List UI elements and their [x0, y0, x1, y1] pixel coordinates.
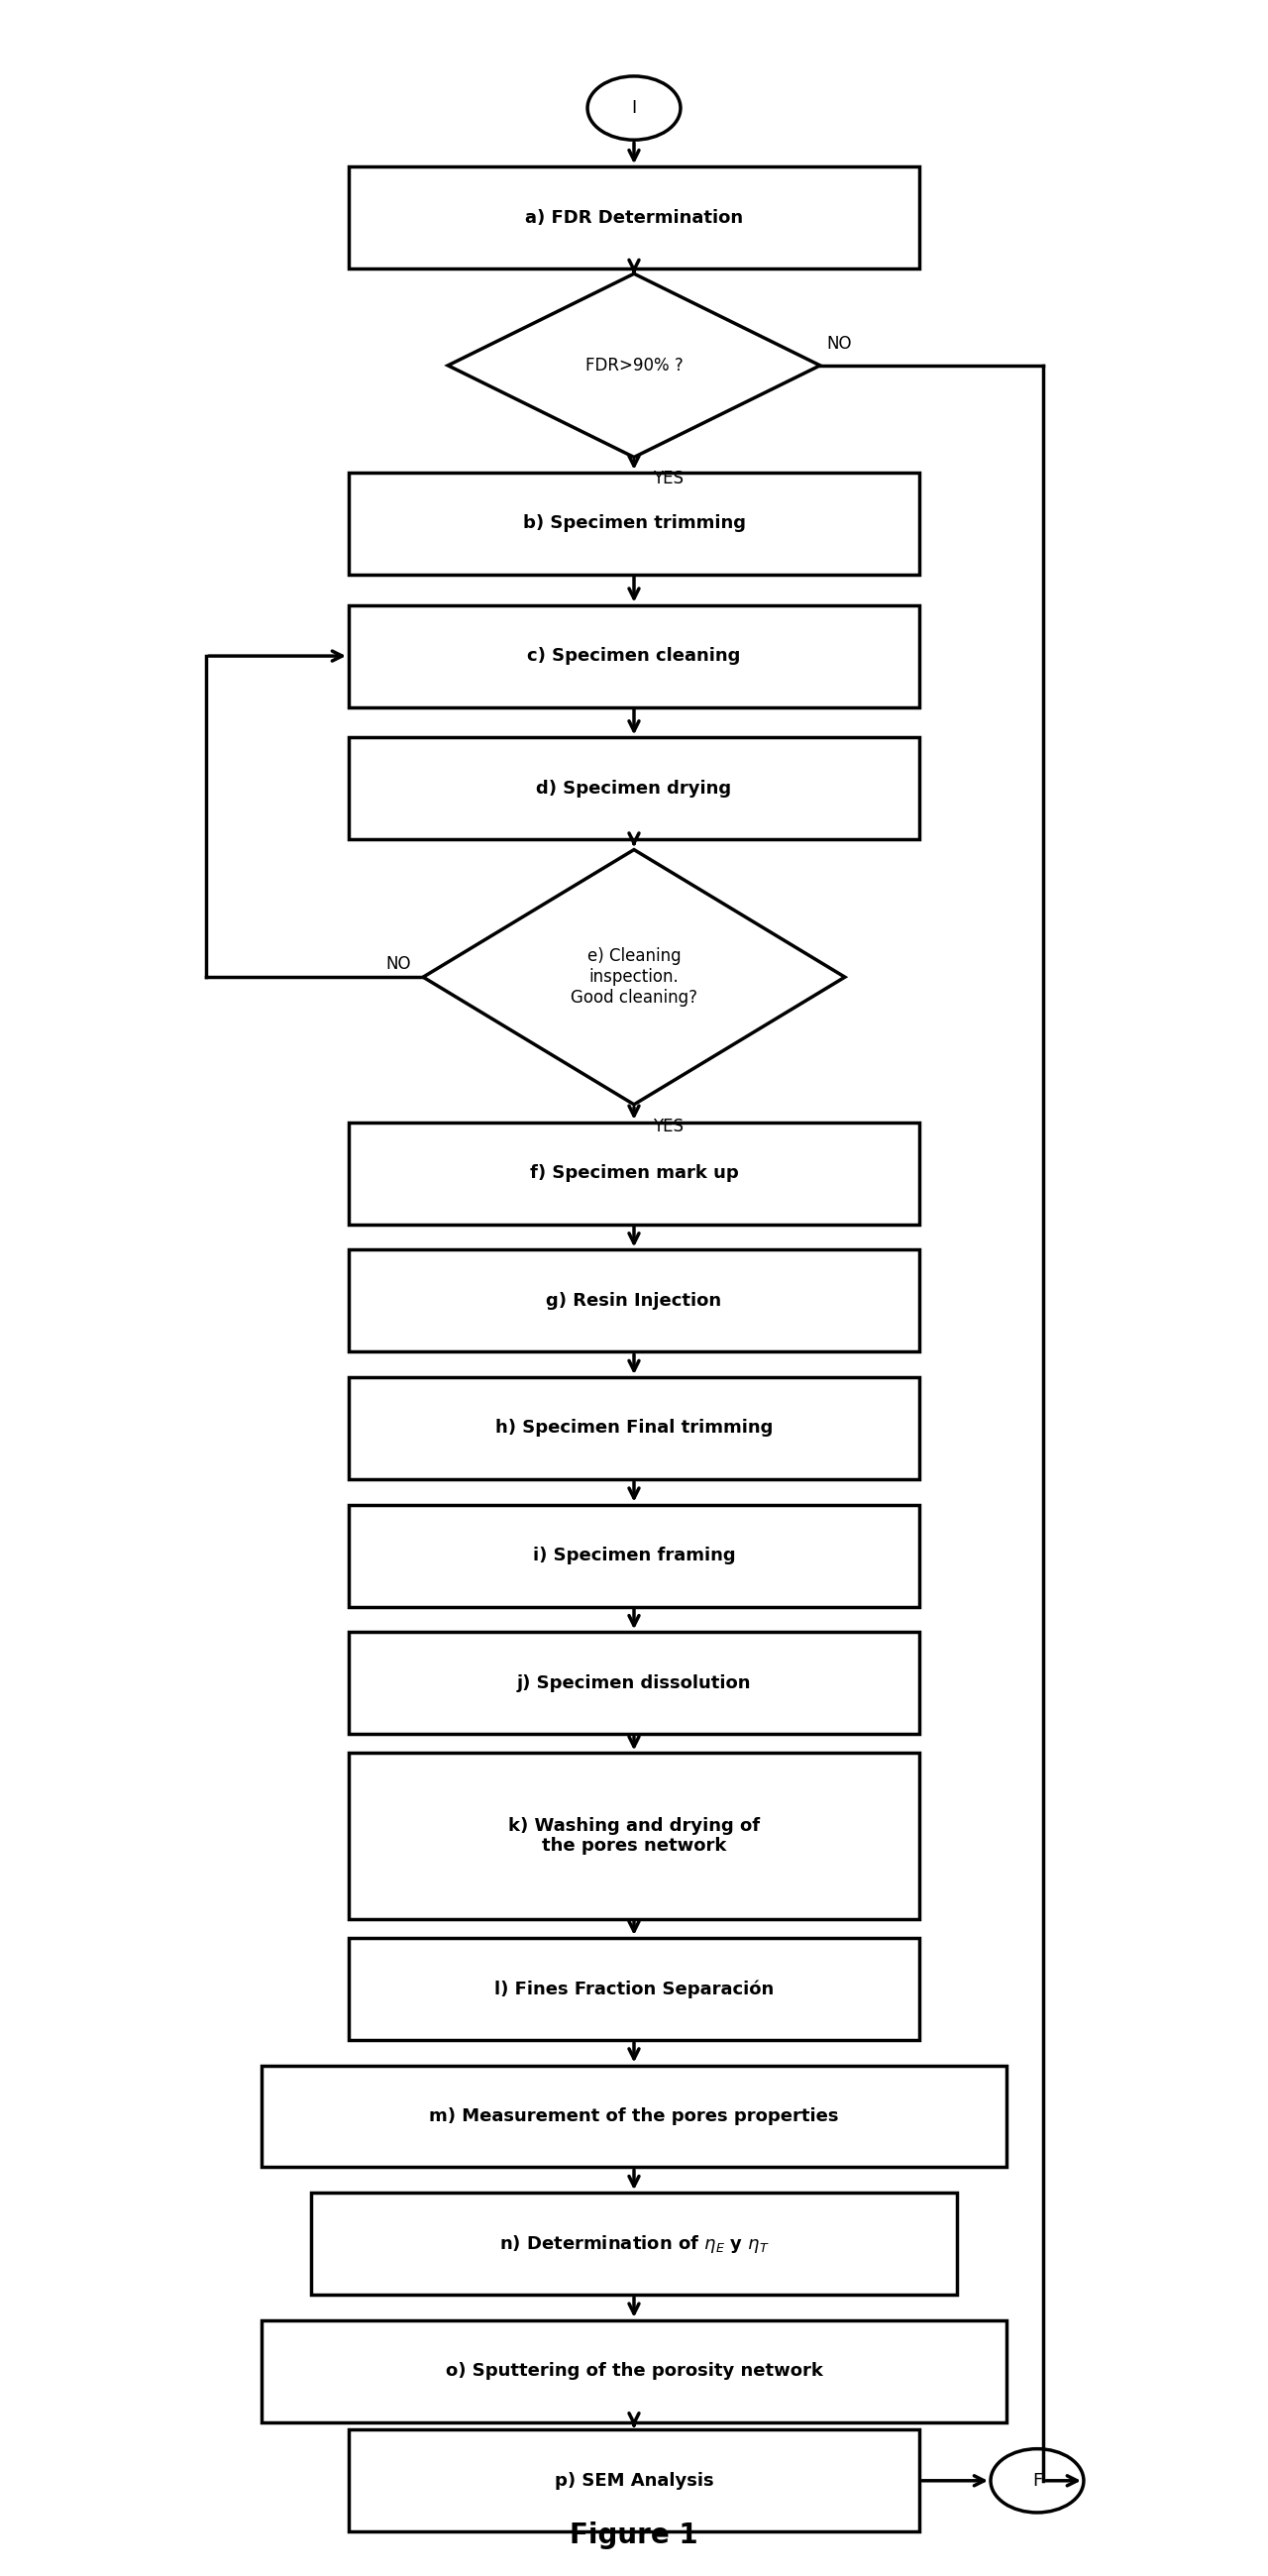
FancyBboxPatch shape: [349, 605, 919, 706]
Text: p) SEM Analysis: p) SEM Analysis: [554, 2473, 714, 2488]
Text: Figure 1: Figure 1: [569, 2522, 699, 2550]
Text: g) Resin Injection: g) Resin Injection: [547, 1291, 721, 1309]
Text: d) Specimen drying: d) Specimen drying: [536, 781, 732, 799]
FancyBboxPatch shape: [349, 1378, 919, 1479]
FancyBboxPatch shape: [349, 1249, 919, 1352]
Text: h) Specimen Final trimming: h) Specimen Final trimming: [495, 1419, 773, 1437]
FancyBboxPatch shape: [349, 1937, 919, 2040]
Text: NO: NO: [385, 956, 411, 974]
Text: a) FDR Determination: a) FDR Determination: [525, 209, 743, 227]
Polygon shape: [448, 273, 820, 456]
FancyBboxPatch shape: [262, 2066, 1006, 2166]
Text: NO: NO: [827, 335, 852, 353]
Ellipse shape: [990, 2450, 1084, 2512]
FancyBboxPatch shape: [349, 1754, 919, 1919]
Text: f) Specimen mark up: f) Specimen mark up: [530, 1164, 738, 1182]
Text: m) Measurement of the pores properties: m) Measurement of the pores properties: [429, 2107, 839, 2125]
Text: i) Specimen framing: i) Specimen framing: [533, 1546, 735, 1564]
Text: b) Specimen trimming: b) Specimen trimming: [522, 515, 746, 533]
FancyBboxPatch shape: [262, 2321, 1006, 2421]
Text: YES: YES: [653, 469, 683, 487]
FancyBboxPatch shape: [349, 167, 919, 268]
Text: l) Fines Fraction Separación: l) Fines Fraction Separación: [495, 1981, 773, 1999]
FancyBboxPatch shape: [349, 471, 919, 574]
FancyBboxPatch shape: [349, 1504, 919, 1607]
Text: FDR>90% ?: FDR>90% ?: [585, 355, 683, 374]
Text: I: I: [631, 98, 637, 116]
Text: o) Sputtering of the porosity network: o) Sputtering of the porosity network: [445, 2362, 823, 2380]
Text: k) Washing and drying of
the pores network: k) Washing and drying of the pores netwo…: [508, 1816, 760, 1855]
Text: YES: YES: [653, 1118, 683, 1136]
FancyBboxPatch shape: [349, 1633, 919, 1734]
Text: e) Cleaning
inspection.
Good cleaning?: e) Cleaning inspection. Good cleaning?: [571, 948, 697, 1007]
Text: F: F: [1032, 2473, 1042, 2488]
FancyBboxPatch shape: [312, 2192, 956, 2295]
FancyBboxPatch shape: [349, 1123, 919, 1224]
FancyBboxPatch shape: [349, 737, 919, 840]
Text: n) Determination of $\eta_E$ y $\eta_T$: n) Determination of $\eta_E$ y $\eta_T$: [498, 2233, 770, 2254]
Text: c) Specimen cleaning: c) Specimen cleaning: [527, 647, 741, 665]
Ellipse shape: [587, 77, 681, 139]
Polygon shape: [424, 850, 844, 1105]
Text: j) Specimen dissolution: j) Specimen dissolution: [517, 1674, 751, 1692]
FancyBboxPatch shape: [349, 2429, 919, 2532]
